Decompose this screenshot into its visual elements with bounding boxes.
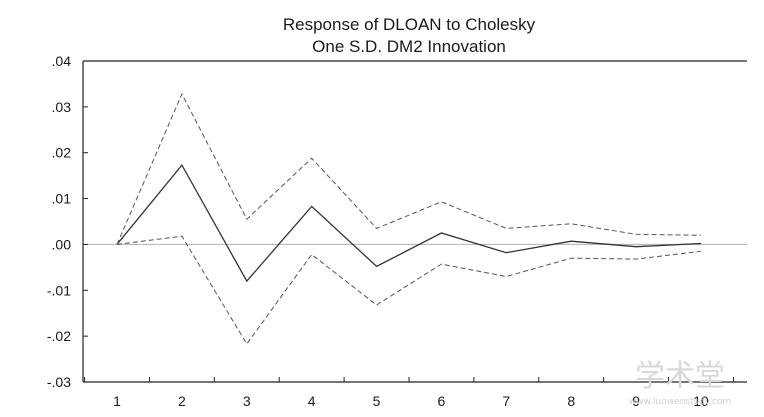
watermark-url: www.lunwenstudy.com (629, 397, 731, 407)
y-tick-label: .03 (52, 99, 72, 115)
lower-band-line (116, 235, 702, 345)
y-tick-label: .00 (52, 236, 72, 252)
y-tick-label: .02 (52, 145, 72, 161)
y-tick-label: -.01 (47, 282, 71, 298)
x-tick-label: 8 (567, 393, 575, 409)
y-tick-label: .01 (52, 191, 72, 207)
x-tick-label: 6 (438, 393, 446, 409)
y-tick-label: -.02 (47, 328, 71, 344)
x-axis: 1 2 3 4 5 6 7 8 9 10 (84, 377, 734, 409)
x-tick-label: 10 (693, 393, 709, 409)
x-tick-label: 5 (373, 393, 381, 409)
y-tick-label: -.03 (47, 374, 71, 390)
series-layer (116, 92, 702, 345)
chart-subtitle: One S.D. DM2 Innovation (312, 37, 506, 56)
chart-title: Response of DLOAN to Cholesky (283, 15, 536, 34)
watermark: 学术堂 www.lunwenstudy.com (629, 359, 731, 407)
response-line (116, 163, 702, 283)
upper-band-line (116, 92, 702, 245)
x-tick-label: 3 (243, 393, 251, 409)
y-axis: .04 .03 .02 .01 .00 -.01 -.02 -.03 (47, 53, 88, 390)
plot-frame (82, 60, 747, 383)
x-tick-label: 7 (502, 393, 510, 409)
x-tick-label: 4 (308, 393, 316, 409)
x-tick-label: 2 (178, 393, 186, 409)
watermark-logo-text: 学术堂 (635, 359, 725, 394)
y-tick-label: .04 (52, 53, 72, 69)
x-tick-label: 9 (632, 393, 640, 409)
x-tick-label: 1 (113, 393, 121, 409)
